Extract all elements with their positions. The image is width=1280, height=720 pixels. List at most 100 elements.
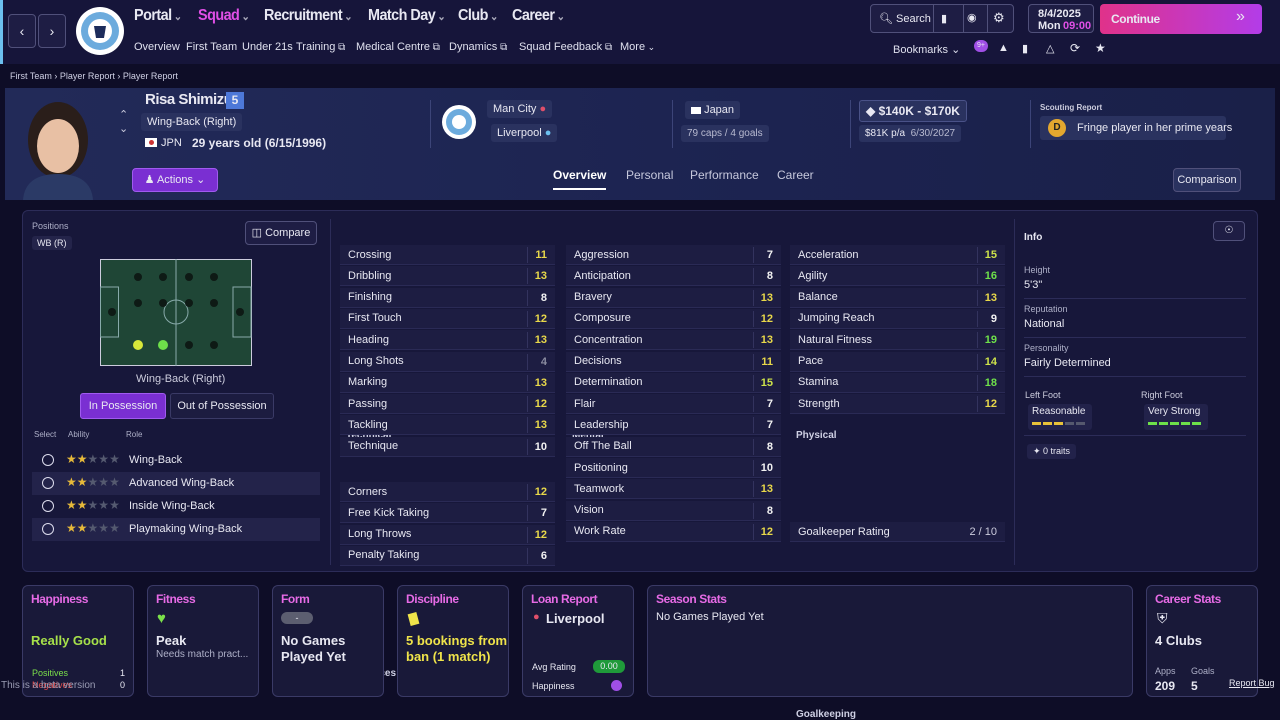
compare-button[interactable]: ◫ Compare: [245, 221, 317, 245]
menu-item[interactable]: Squad: [198, 7, 249, 25]
discipline-card[interactable]: Discipline 5 bookings from ban (1 match): [397, 585, 509, 697]
submenu-item[interactable]: First Team: [186, 41, 238, 53]
traits[interactable]: ✦ 0 traits: [1027, 444, 1077, 459]
value: ◆ $140K - $170K: [859, 100, 967, 122]
tab[interactable]: Personal: [626, 168, 674, 182]
apps: 209: [1155, 679, 1176, 693]
attribute-name: Decisions: [574, 355, 622, 367]
div: [1030, 100, 1031, 148]
menu-item[interactable]: Club: [458, 7, 498, 25]
role-row[interactable]: ★★★★★ Playmaking Wing-Back: [32, 518, 320, 541]
crumb[interactable]: Player Report: [122, 71, 178, 81]
menu-item[interactable]: Portal: [134, 7, 182, 25]
select-radio[interactable]: [42, 454, 54, 466]
attribute-value: 2 / 10: [969, 526, 997, 538]
in-possession-toggle[interactable]: In Possession: [80, 393, 166, 419]
select-radio[interactable]: [42, 523, 54, 535]
globe-icon[interactable]: ◉: [967, 12, 977, 24]
attribute-name: Stamina: [798, 376, 839, 389]
span: ▲: [998, 42, 1009, 54]
submenu-item[interactable]: More: [620, 41, 655, 53]
date: 8/4/2025: [1038, 8, 1081, 20]
crumb[interactable]: First Team: [10, 71, 52, 81]
stars: ★★★★★: [66, 521, 120, 535]
attribute-value: 14: [977, 353, 999, 370]
star: ★: [109, 452, 120, 466]
happiness-value: Really Good: [31, 633, 107, 648]
circle: [163, 299, 189, 325]
tab[interactable]: Overview: [553, 168, 607, 190]
submenu-item[interactable]: Under 21s: [242, 41, 293, 53]
report-bug[interactable]: Report Bug: [1229, 678, 1275, 688]
comparison-button[interactable]: Comparison: [1173, 168, 1241, 192]
form-card[interactable]: Form - No Games Played Yet: [272, 585, 384, 697]
forward-button[interactable]: ›: [38, 14, 66, 48]
role-row[interactable]: ★★★★★ Inside Wing-Back: [32, 495, 320, 518]
submenu-item[interactable]: Training: [296, 41, 345, 53]
circle: [236, 308, 244, 316]
nation-name: Japan: [704, 104, 735, 116]
submenu-item[interactable]: Medical Centre: [356, 41, 440, 53]
attribute-row: Off The Ball 8: [566, 436, 781, 457]
attribute-value: 16: [977, 268, 999, 285]
role-name: Playmaking Wing-Back: [129, 523, 243, 535]
tab[interactable]: Career: [777, 168, 814, 182]
info-button[interactable]: ☉: [1213, 221, 1245, 241]
select-radio[interactable]: [42, 477, 54, 489]
info-value: 5'3": [1024, 279, 1043, 291]
breadcrumb: First Team › Player Report › Player Repo…: [10, 71, 178, 81]
attribute-value: 8: [527, 289, 549, 306]
pitch: [100, 259, 252, 366]
card-title: Career Stats: [1155, 592, 1221, 606]
fitness-card[interactable]: Fitness ♥ Peak Needs match pract...: [147, 585, 259, 697]
positives-label: Positives: [32, 668, 69, 678]
menu-item[interactable]: Recruitment: [264, 7, 352, 25]
career-stats-card[interactable]: Career Stats ⛨ 4 Clubs Apps 209 Goals 5: [1146, 585, 1258, 697]
attribute-value: 7: [753, 417, 775, 434]
foot-segment: [1192, 422, 1201, 425]
info-label: Personality: [1024, 343, 1069, 353]
happiness-card[interactable]: Happiness Really Good Positives 1 Negati…: [22, 585, 134, 697]
attribute-value: 13: [753, 289, 775, 306]
attribute-name: Acceleration: [798, 248, 859, 261]
menu-item[interactable]: Match Day: [368, 7, 445, 25]
settings-icon[interactable]: ⚙: [993, 10, 1005, 25]
date-box[interactable]: 8/4/2025 Mon 09:00: [1028, 4, 1094, 33]
span: [611, 680, 622, 691]
submenu-item[interactable]: Overview: [134, 41, 180, 53]
submenu-item[interactable]: Squad Feedback: [519, 41, 612, 53]
span: ⟳: [1070, 41, 1081, 55]
bookmark-icon[interactable]: ▮: [941, 13, 948, 25]
search[interactable]: 🔍︎ Search: [879, 13, 931, 25]
season-stats-card[interactable]: Season Stats No Games Played Yet: [647, 585, 1133, 697]
info-title: Info: [1024, 232, 1043, 243]
foot-segment: [1076, 422, 1085, 425]
divider: [1024, 376, 1246, 377]
attribute-value: 7: [753, 247, 775, 263]
role-header: Select: [34, 430, 57, 439]
attribute-value: 12: [527, 310, 549, 327]
submenu-item[interactable]: Dynamics: [449, 41, 507, 53]
foot-value: Very Strong: [1148, 406, 1201, 417]
star: ★: [87, 452, 99, 466]
role-row[interactable]: ★★★★★ Wing-Back: [32, 449, 320, 472]
caps: 79 caps / 4 goals: [681, 125, 769, 142]
loan-card[interactable]: Loan Report ● Liverpool Avg Rating 0.00 …: [522, 585, 634, 697]
info-label: Height: [1024, 265, 1051, 275]
crumb[interactable]: Player Report: [59, 71, 115, 81]
actions-button[interactable]: ♟ Actions ⌄: [132, 168, 218, 192]
attribute-value: 18: [977, 374, 999, 391]
out-of-possession-toggle[interactable]: Out of Possession: [170, 393, 274, 419]
role-row[interactable]: ★★★★★ Advanced Wing-Back: [32, 472, 320, 495]
back-button[interactable]: ‹: [8, 14, 36, 48]
attribute-row: Strength 12: [790, 394, 1005, 415]
attribute-row: Crossing 11: [340, 245, 555, 265]
loan-club: Liverpool: [546, 611, 605, 626]
menu-item[interactable]: Career: [512, 7, 564, 25]
bookmarks[interactable]: Bookmarks ⌄: [893, 44, 961, 56]
tab[interactable]: Performance: [690, 168, 759, 182]
attribute-row: Acceleration 15: [790, 245, 1005, 265]
continue-button[interactable]: Continue »: [1100, 4, 1262, 34]
select-radio[interactable]: [42, 500, 54, 512]
stars: ★★★★★: [66, 452, 120, 466]
